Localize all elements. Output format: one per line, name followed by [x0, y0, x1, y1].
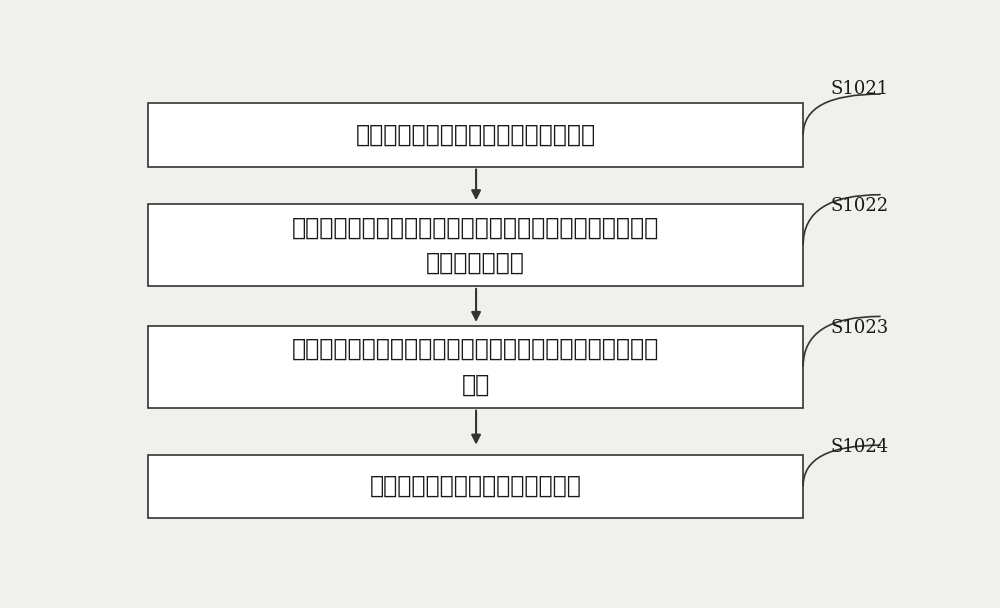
FancyBboxPatch shape: [148, 455, 803, 518]
Text: 通过边缘检测算法获取穿刺图像的边缘图像，并从中识别出
针体的边缘图像: 通过边缘检测算法获取穿刺图像的边缘图像，并从中识别出 针体的边缘图像: [292, 215, 659, 275]
FancyBboxPatch shape: [148, 103, 803, 167]
Text: S1022: S1022: [830, 198, 888, 215]
Text: S1021: S1021: [830, 80, 889, 98]
Text: 通过膨胀算法提取完整的针体图像: 通过膨胀算法提取完整的针体图像: [370, 474, 582, 498]
Text: 对所述针体的边缘图像通过霍夫法，获取针体的针头和针尾
位置: 对所述针体的边缘图像通过霍夫法，获取针体的针头和针尾 位置: [292, 337, 659, 396]
FancyBboxPatch shape: [148, 326, 803, 408]
Text: S1024: S1024: [830, 438, 888, 457]
FancyBboxPatch shape: [148, 204, 803, 286]
Text: 对穿刺图像滤波去噪并进行对比度增强: 对穿刺图像滤波去噪并进行对比度增强: [356, 123, 596, 147]
Text: S1023: S1023: [830, 319, 889, 337]
